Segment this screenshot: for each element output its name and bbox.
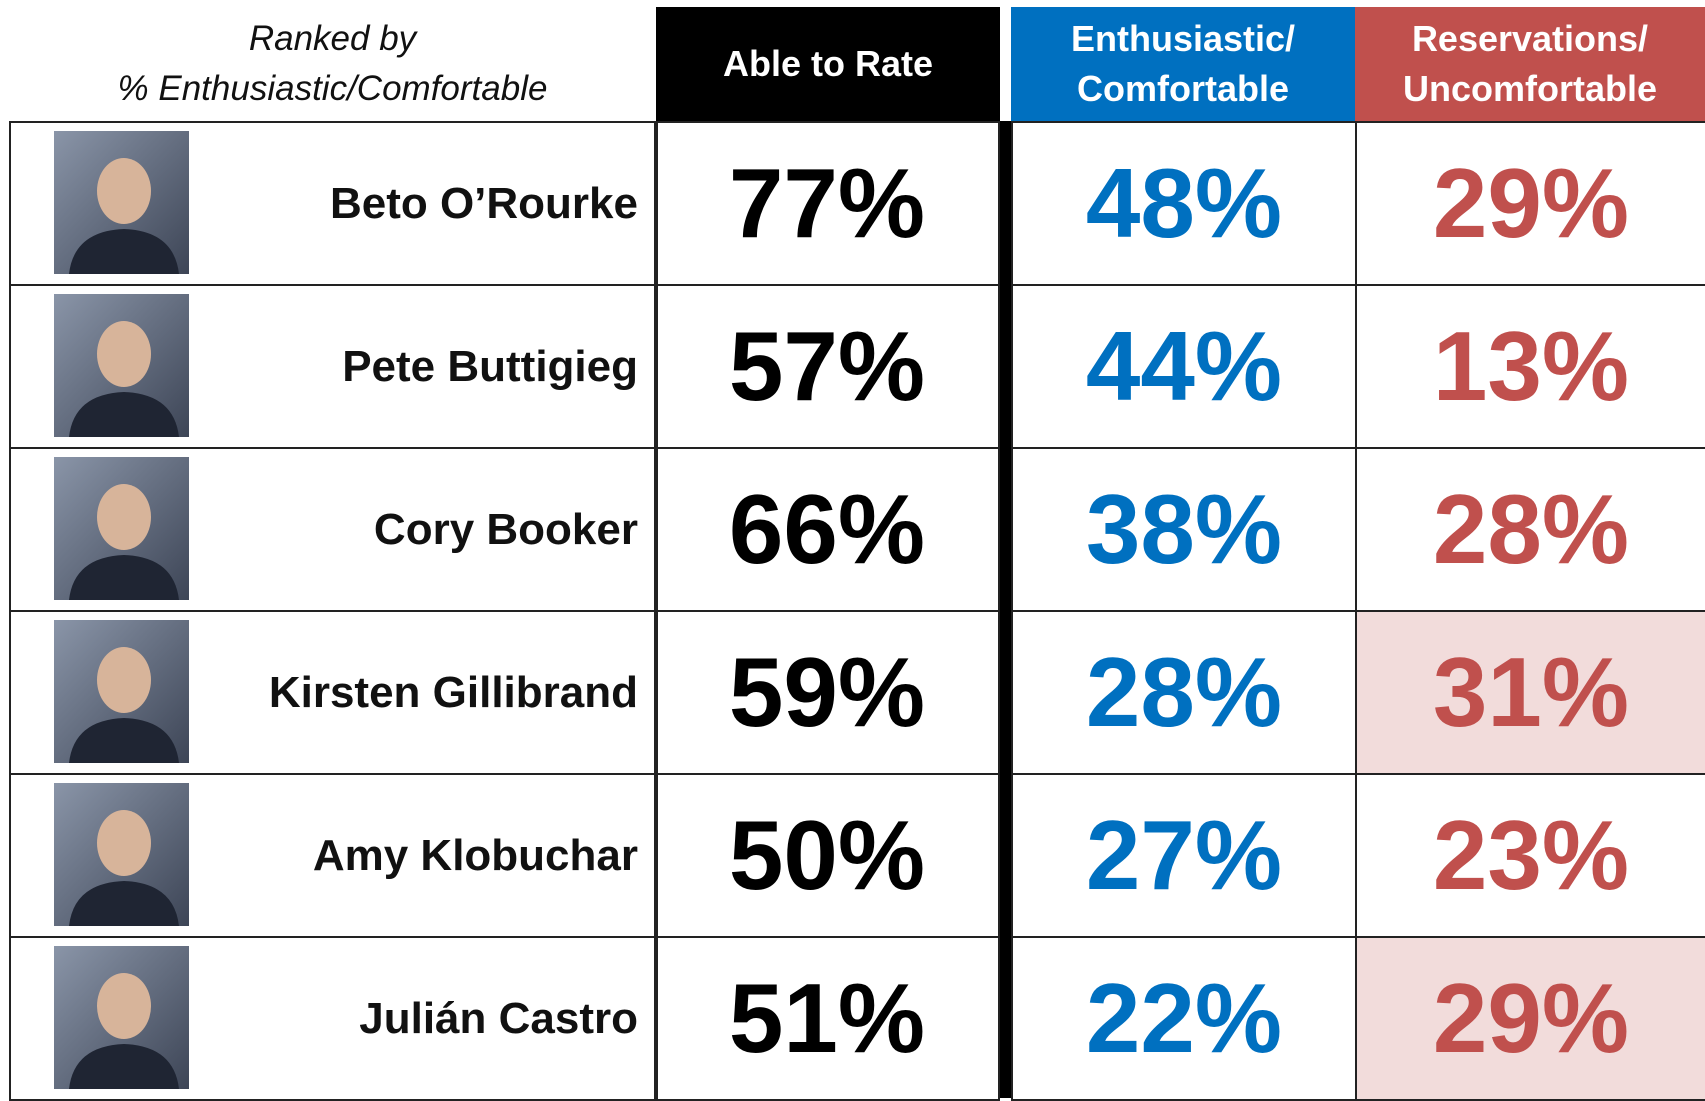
value-cell: 22% bbox=[1011, 936, 1357, 1101]
value-cell: 13% bbox=[1355, 284, 1705, 449]
candidate-photo bbox=[54, 294, 189, 437]
value-cell: 59% bbox=[654, 610, 1000, 775]
photo-placeholder bbox=[54, 620, 189, 763]
value-cell: 23% bbox=[1355, 773, 1705, 938]
value-cell: 31% bbox=[1355, 610, 1705, 775]
value-cell: 51% bbox=[654, 936, 1000, 1101]
value-cell: 66% bbox=[654, 447, 1000, 612]
column-header-line: Uncomfortable bbox=[1402, 68, 1658, 109]
value-cell: 29% bbox=[1355, 936, 1705, 1101]
column-header-line: Comfortable bbox=[1076, 68, 1289, 109]
column-header: Enthusiastic/Comfortable bbox=[1011, 7, 1355, 121]
value-cell: 77% bbox=[654, 121, 1000, 286]
photo-placeholder bbox=[54, 457, 189, 600]
candidate-photo bbox=[54, 783, 189, 926]
photo-placeholder bbox=[54, 131, 189, 274]
column-header: Reservations/Uncomfortable bbox=[1355, 7, 1705, 121]
caption: Ranked by % Enthusiastic/Comfortable bbox=[9, 14, 656, 114]
column-divider bbox=[1000, 121, 1011, 1098]
caption-line: % Enthusiastic/Comfortable bbox=[117, 69, 548, 108]
value-cell: 28% bbox=[1355, 447, 1705, 612]
value-cell: 38% bbox=[1011, 447, 1357, 612]
value-cell: 50% bbox=[654, 773, 1000, 938]
column-header-line: Reservations/ bbox=[1411, 18, 1649, 59]
candidate-photo bbox=[54, 946, 189, 1089]
column-header-line: Enthusiastic/ bbox=[1070, 18, 1296, 59]
value-cell: 44% bbox=[1011, 284, 1357, 449]
column-header-line: Able to Rate bbox=[722, 43, 934, 84]
candidate-photo bbox=[54, 457, 189, 600]
value-cell: 29% bbox=[1355, 121, 1705, 286]
photo-placeholder bbox=[54, 783, 189, 926]
photo-placeholder bbox=[54, 294, 189, 437]
column-header: Able to Rate bbox=[656, 7, 1000, 121]
caption-line: Ranked by bbox=[248, 19, 417, 58]
photo-placeholder bbox=[54, 946, 189, 1089]
value-cell: 48% bbox=[1011, 121, 1357, 286]
candidate-photo bbox=[54, 620, 189, 763]
candidate-photo bbox=[54, 131, 189, 274]
value-cell: 28% bbox=[1011, 610, 1357, 775]
value-cell: 57% bbox=[654, 284, 1000, 449]
value-cell: 27% bbox=[1011, 773, 1357, 938]
